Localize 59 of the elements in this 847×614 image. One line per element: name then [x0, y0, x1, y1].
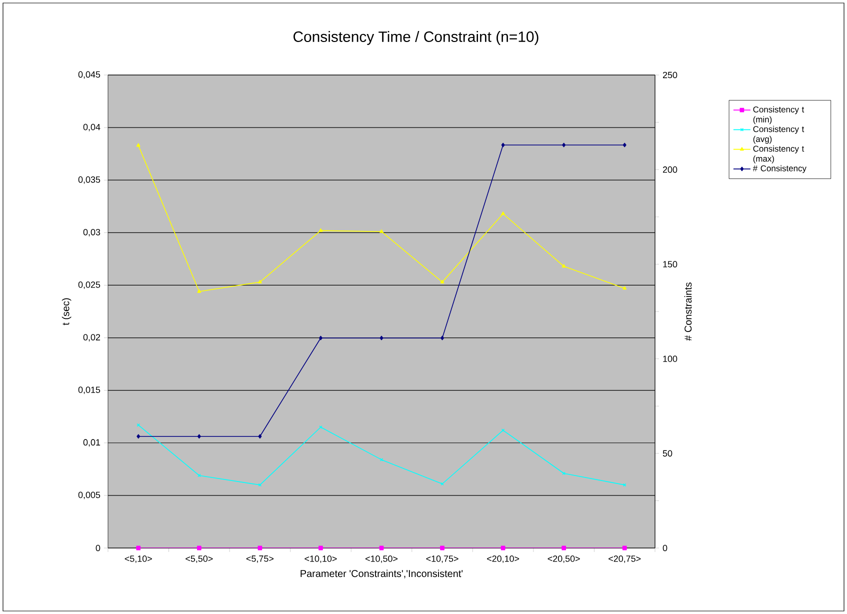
point — [380, 336, 384, 340]
x-tick-label: <5,50> — [186, 556, 213, 563]
legend-label: Consistency t (min) — [753, 106, 804, 124]
point — [196, 546, 202, 550]
point — [562, 472, 566, 476]
chart-title: Consistency Time / Constraint (n=10) — [294, 31, 538, 45]
point — [622, 546, 627, 550]
x-tick-label: <20,50> — [548, 556, 580, 563]
y-tick-label: 0,005 — [78, 492, 100, 500]
y-tick-label: 0,01 — [83, 439, 100, 447]
point — [562, 546, 566, 550]
point — [440, 280, 444, 284]
y-tick-label: 0,03 — [83, 228, 100, 236]
y2-tick-label: 200 — [662, 166, 678, 173]
x-tick-label: <5,10> — [124, 556, 152, 563]
x-tick-label: <10,75> — [426, 556, 458, 563]
y-tick-label: 0,025 — [78, 282, 100, 289]
point — [501, 212, 506, 216]
point — [318, 228, 323, 232]
point — [258, 280, 262, 284]
y2-tick-label: 0 — [662, 544, 668, 552]
x-tick-label: <5,75> — [246, 556, 274, 563]
x-tick-label: <10,10> — [304, 556, 337, 563]
y2-axis-title: # Constraints — [684, 282, 692, 341]
point — [501, 142, 505, 148]
point — [380, 229, 384, 233]
point — [318, 336, 322, 340]
point — [440, 336, 444, 340]
x-tick-label: <10,50> — [365, 556, 398, 563]
y2-tick-label: 50 — [662, 450, 672, 457]
y-axis-title: t (sec) — [62, 298, 72, 326]
point — [562, 264, 566, 268]
point — [258, 483, 262, 487]
point — [562, 142, 566, 148]
point — [622, 286, 627, 290]
y2-tick-label: 100 — [663, 356, 678, 362]
x-axis-title: Parameter 'Constraints','Inconsistent' — [300, 570, 463, 578]
point — [197, 289, 202, 293]
legend-label: Consistency t (max) — [753, 145, 804, 164]
point — [136, 546, 141, 550]
y-tick-label: 0,02 — [83, 334, 100, 342]
y-tick-label: 0 — [96, 544, 100, 552]
point — [136, 434, 140, 439]
point — [622, 142, 626, 148]
y2-tick-label: 250 — [662, 72, 678, 78]
y2-tick-label: 150 — [663, 261, 678, 268]
point — [136, 143, 140, 147]
point — [258, 434, 262, 439]
point — [197, 434, 201, 439]
y-tick-label: 0,035 — [78, 176, 100, 184]
legend-label: # Consistency — [752, 165, 806, 173]
x-tick-label: <20,10> — [487, 556, 520, 563]
x-tick-label: <20,75> — [608, 556, 641, 563]
y-tick-label: 0,045 — [78, 71, 100, 79]
point — [318, 546, 323, 550]
legend-label: Consistency t (avg) — [753, 126, 804, 144]
point — [440, 546, 444, 550]
y-tick-label: 0,015 — [78, 386, 100, 394]
y-tick-label: 0,04 — [83, 124, 100, 132]
